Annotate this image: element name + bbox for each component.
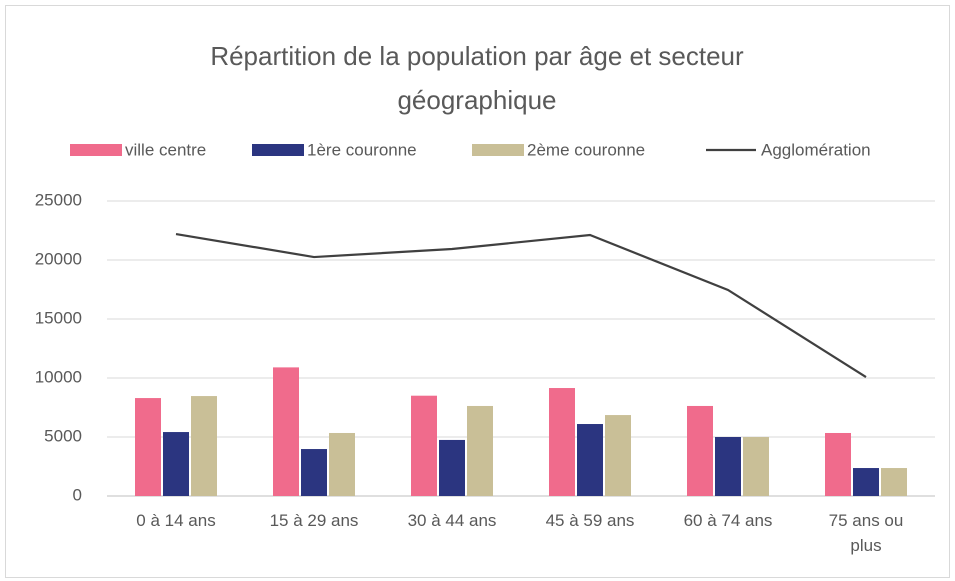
bar: [715, 437, 741, 496]
bar: [549, 388, 575, 496]
bar: [329, 432, 355, 496]
bar: [467, 405, 493, 496]
x-tick-label: 15 à 29 ans: [269, 511, 359, 530]
y-tick-label: 5000: [44, 426, 82, 445]
bar: [881, 468, 907, 496]
chart-title: Répartition de la population par âge et …: [210, 41, 744, 115]
x-tick-label: 0 à 14 ans: [136, 511, 216, 530]
bar: [411, 395, 437, 496]
x-tick-label: 45 à 59 ans: [545, 511, 635, 530]
bar: [191, 396, 217, 496]
x-tick-label: 60 à 74 ans: [683, 511, 773, 530]
bar: [853, 468, 879, 496]
bar: [605, 415, 631, 496]
legend-swatch: [252, 144, 304, 156]
x-tick-label: 75 ans ou plus: [828, 511, 904, 555]
y-tick-label: 0: [73, 485, 82, 504]
legend-swatch: [472, 144, 524, 156]
y-tick-label: 15000: [35, 308, 82, 327]
y-tick-label: 10000: [35, 367, 82, 386]
line-series: [175, 232, 867, 378]
bar: [687, 405, 713, 496]
bar: [135, 398, 161, 496]
legend-swatch: [70, 144, 122, 156]
bar: [163, 432, 189, 496]
x-tick-label: 30 à 44 ans: [407, 511, 497, 530]
bar: [743, 437, 769, 496]
bar: [825, 432, 851, 496]
y-tick-label: 25000: [35, 190, 82, 209]
bar: [301, 449, 327, 496]
legend-label: 1ère couronne: [307, 140, 417, 159]
bar: [273, 367, 299, 496]
bar: [577, 424, 603, 496]
y-tick-label: 20000: [35, 249, 82, 268]
bar: [439, 439, 465, 496]
legend-label: ville centre: [125, 140, 206, 159]
legend-label: 2ème couronne: [527, 140, 645, 159]
legend-label: Agglomération: [761, 140, 871, 159]
